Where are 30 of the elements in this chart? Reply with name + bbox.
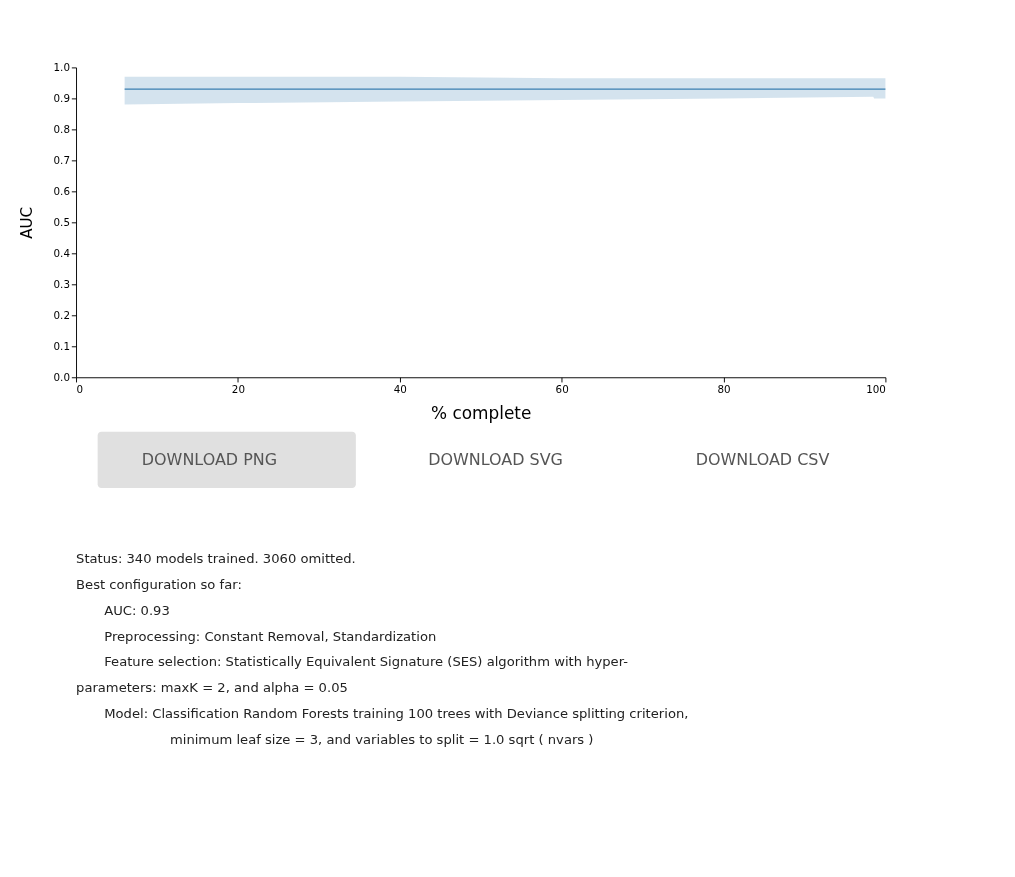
x-axis-title: % complete: [431, 403, 532, 424]
x-tick-label: 40: [393, 382, 407, 395]
y-tick-label: 0.0: [53, 370, 70, 383]
text: Preprocessing: Constant Removal, Standardization: [104, 628, 437, 644]
y-tick-label: 1.0: [53, 60, 70, 73]
y-tick-label: 0.8: [53, 122, 70, 135]
x-tick-label: 60: [555, 382, 569, 395]
y-tick-label: 0.5: [53, 215, 70, 228]
text: DOWNLOAD SVG: [428, 449, 563, 469]
y-tick-label: 0.1: [53, 339, 70, 352]
text: Feature selection: Statistically Equivalent Signature (SES) algorithm with hyper-: [104, 654, 629, 670]
y-tick-label: 0.3: [53, 277, 70, 290]
x-tick-label: 20: [231, 382, 245, 395]
y-tick-label: 0.9: [53, 91, 70, 104]
x-tick-label: 0: [76, 382, 84, 395]
text: minimum leaf size = 3, and variables to split = 1.0 sqrt ( nvars ): [169, 731, 594, 747]
text: Model: Classification Random Forests training 100 trees with Deviance splitting criterion,: [104, 706, 689, 722]
y-tick-label: 0.2: [53, 308, 70, 321]
text: DOWNLOAD CSV: [695, 449, 830, 469]
text: parameters: maxK = 2, and alpha = 0.05: [76, 680, 348, 696]
y-tick-label: 0.6: [53, 184, 70, 197]
y-axis-title: AUC: [17, 206, 36, 239]
text: AUC: 0.93: [104, 602, 170, 618]
text: Best configuration so far:: [76, 577, 242, 593]
x-tick-label: 80: [717, 382, 731, 395]
x-tick-label: 100: [866, 382, 886, 395]
text: Status: 340 models trained. 3060 omitted.: [76, 551, 356, 567]
y-tick-label: 0.4: [53, 246, 70, 259]
y-tick-label: 0.7: [53, 153, 70, 166]
text: DOWNLOAD PNG: [141, 449, 278, 469]
